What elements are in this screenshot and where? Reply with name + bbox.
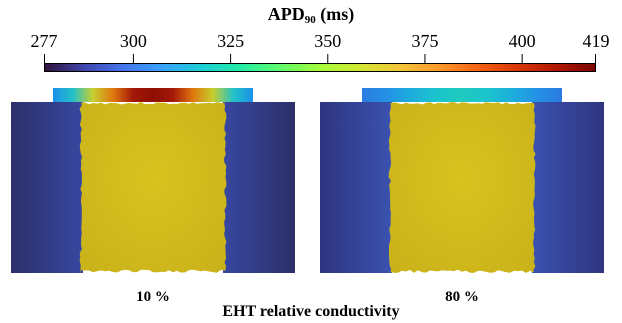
colorbar-title: APD90 (ms)	[0, 4, 622, 26]
colorbar-tick-label: 277	[30, 31, 58, 51]
top-bridge-strip	[362, 88, 562, 102]
top-bridge-strip	[53, 88, 253, 102]
tissue-model-10-percent	[11, 88, 295, 273]
colorbar-tick-label: 419	[582, 31, 610, 51]
panel-80-percent	[320, 88, 604, 273]
colorbar-tick-label: 325	[217, 31, 245, 51]
tissue-model-80-percent	[320, 88, 604, 273]
right-block	[223, 102, 295, 273]
colorbar-tick-label: 375	[411, 31, 439, 51]
colorbar-title-subscript: 90	[304, 14, 316, 26]
right-block	[532, 102, 604, 273]
colorbar-title-unit: (ms)	[315, 4, 355, 24]
left-block	[320, 102, 392, 273]
colorbar-title-main: APD	[267, 4, 305, 24]
panel-label-80-percent: 80 %	[445, 289, 479, 305]
left-block	[11, 102, 83, 273]
central-tissue	[79, 102, 227, 273]
colorbar-tick-label: 400	[508, 31, 536, 51]
panel-10-percent	[11, 88, 295, 273]
colorbar-tick-labels: 277 300 325 350 375 400 419	[0, 30, 622, 52]
panel-label-10-percent: 10 %	[136, 289, 170, 305]
central-tissue	[388, 102, 536, 273]
colorbar-tick-label: 350	[314, 31, 342, 51]
colorbar-tick-label: 300	[119, 31, 147, 51]
colorbar	[44, 54, 596, 72]
x-axis-title: EHT relative conductivity	[222, 303, 400, 320]
colorbar-gradient	[44, 63, 596, 72]
colorbar-ticks	[44, 54, 596, 64]
